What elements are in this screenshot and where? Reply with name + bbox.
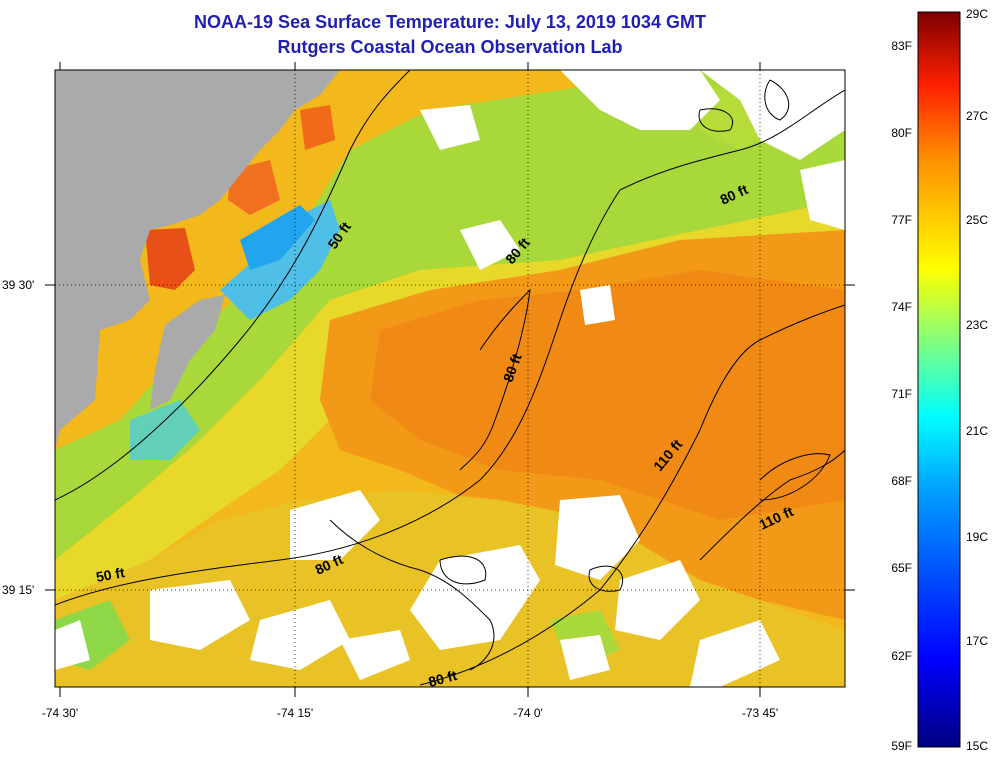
colorbar-c-label: 21C: [966, 424, 988, 438]
colorbar-f-label: 59F: [891, 739, 912, 753]
colorbar-c-label: 25C: [966, 213, 988, 227]
lon-label: -74 30': [42, 706, 78, 720]
lat-label: 39 15': [2, 583, 34, 597]
land-inlet: [150, 295, 225, 410]
colorbar-f-label: 83F: [891, 39, 912, 53]
isobath-contours: [55, 70, 845, 686]
graticule: [55, 70, 845, 687]
colorbar-c-label: 23C: [966, 318, 988, 332]
colorbar-c-label: 19C: [966, 530, 988, 544]
map-subtitle: Rutgers Coastal Ocean Observation Lab: [277, 37, 623, 57]
lon-label: -73 45': [742, 706, 778, 720]
colorbar-f-label: 62F: [891, 649, 912, 663]
colorbar-c-label: 29C: [966, 7, 988, 21]
colorbar: [917, 11, 961, 748]
colorbar-f-label: 80F: [891, 126, 912, 140]
axis-ticks: [45, 62, 855, 697]
colorbar-f-label: 77F: [891, 213, 912, 227]
sst-field: [55, 70, 845, 687]
lon-label: -74 15': [277, 706, 313, 720]
colorbar-c-label: 15C: [966, 739, 988, 753]
land-mass: [55, 70, 340, 450]
colorbar-f-label: 65F: [891, 561, 912, 575]
contour-label: 80 ft: [427, 667, 459, 690]
map-border: [54, 69, 846, 688]
colorbar-f-label: 71F: [891, 387, 912, 401]
contour-label: 50 ft: [95, 564, 126, 585]
colorbar-c-label: 27C: [966, 109, 988, 123]
colorbar-f-label: 74F: [891, 300, 912, 314]
map-title: NOAA-19 Sea Surface Temperature: July 13…: [194, 12, 706, 32]
colorbar-c-label: 17C: [966, 634, 988, 648]
lat-label: 39 30': [2, 278, 34, 292]
colorbar-f-label: 68F: [891, 474, 912, 488]
lon-label: -74 0': [513, 706, 543, 720]
